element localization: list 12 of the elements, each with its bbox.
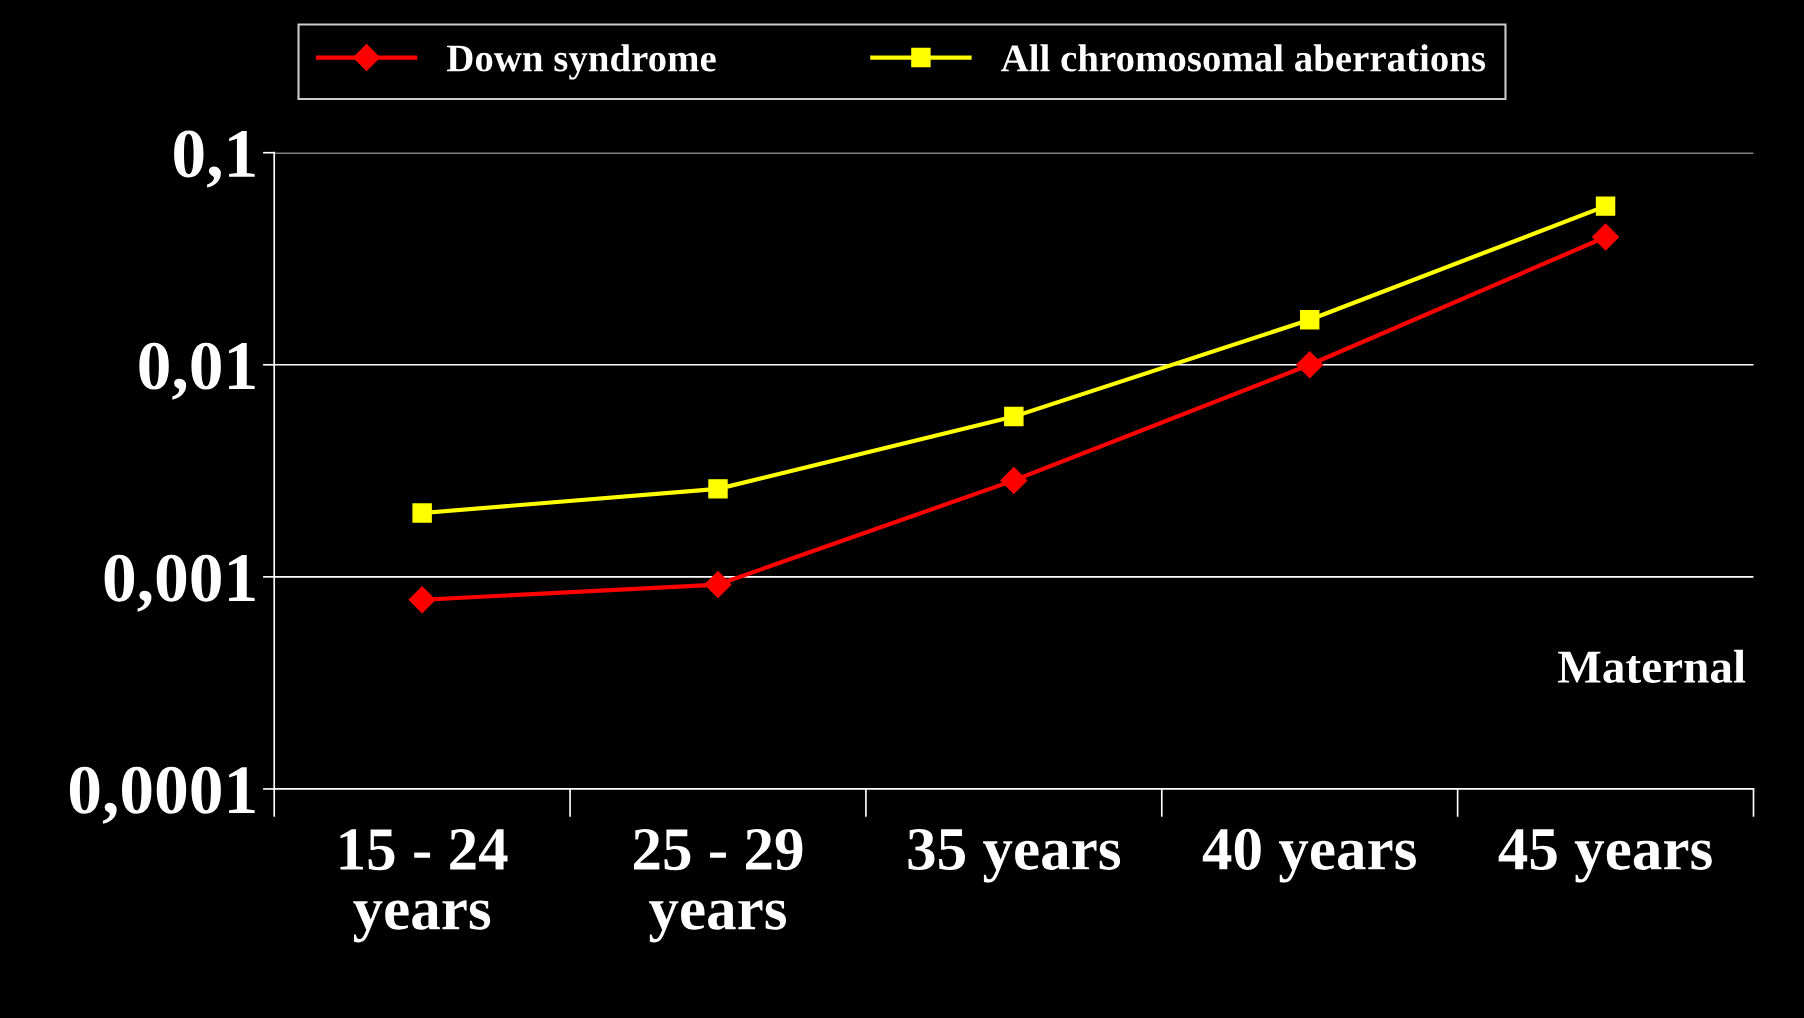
y-tick-label: 0,001 [104,554,255,612]
x-tick-label: 35 years [908,828,1121,883]
y-tick-label: 0,01 [139,342,255,400]
x-tick-label: 25 - 29 years [634,829,803,943]
x-axis-title: Maternal [1558,649,1746,684]
y-tick-label: 0,0001 [69,766,255,824]
y-tick-label: 0,1 [174,130,255,188]
legend-label: Down syndrome [446,44,716,80]
legend-label: All chromosomal aberrations [1001,44,1486,72]
x-tick-label: 40 years [1202,828,1416,883]
x-tick-label: 45 years [1498,829,1712,883]
x-tick-label: 15 - 24 years [340,829,508,943]
